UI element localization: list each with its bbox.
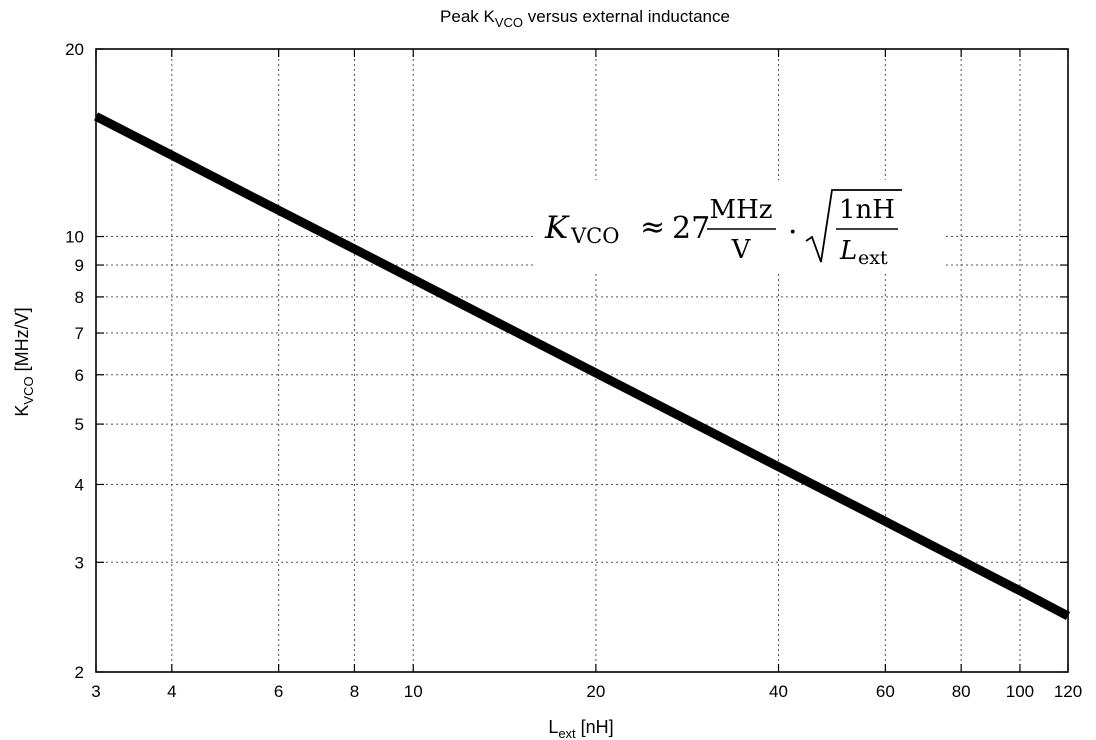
x-tick-label: 10: [404, 682, 423, 701]
x-tick-label: 40: [769, 682, 788, 701]
x-tick-label: 60: [876, 682, 895, 701]
y-tick-label: 4: [75, 475, 84, 494]
formula-sqrt-sign: [805, 189, 902, 263]
x-tick-label: 20: [586, 682, 605, 701]
x-axis-label-suffix: [nH]: [576, 717, 614, 737]
x-tick-label: 100: [1006, 682, 1034, 701]
y-axis-label-main: K: [12, 405, 32, 417]
y-tick-label: 6: [75, 366, 84, 385]
y-tick-label: 10: [65, 228, 84, 247]
formula-coef: 27: [672, 211, 710, 246]
plot-frame: [95, 48, 1069, 673]
formula-background: [535, 180, 943, 272]
formula-frac2-den-sub: ext: [858, 247, 888, 269]
chart-title-suffix: versus external inductance: [523, 7, 730, 26]
formula-frac1-num: MHz: [710, 195, 773, 225]
formula-annotation: K VCO ≈ 27 MHz V · 1nH L ext: [535, 180, 943, 272]
formula-dot: ·: [788, 215, 798, 250]
x-tick-label: 6: [274, 682, 283, 701]
x-tick-label: 80: [952, 682, 971, 701]
formula-approx: ≈: [640, 210, 665, 245]
chart-title: Peak KVCO versus external inductance: [440, 7, 730, 30]
x-axis-label-sub: ext: [558, 726, 576, 740]
x-tick-label: 8: [350, 682, 359, 701]
formula-frac2-num: 1nH: [839, 195, 895, 225]
y-axis-label-sub: VCO: [21, 376, 36, 404]
formula-frac1-den: V: [731, 235, 752, 265]
y-tick-label: 2: [75, 663, 84, 682]
y-tick-label: 7: [75, 324, 84, 343]
y-tick-label: 8: [75, 288, 84, 307]
x-axis-label-main: L: [548, 717, 558, 737]
axis-ticks: [95, 48, 1069, 673]
x-tick-label: 120: [1054, 682, 1082, 701]
x-tick-label: 4: [167, 682, 176, 701]
formula-k: K: [544, 210, 570, 246]
y-axis-label-suffix: [MHz/V]: [12, 307, 32, 376]
formula-frac2-den: L: [839, 236, 857, 266]
grid-lines: [96, 49, 1068, 672]
y-tick-label: 9: [75, 256, 84, 275]
chart-title-sub: VCO: [495, 15, 523, 30]
x-axis-label: Lext [nH]: [548, 717, 613, 740]
y-tick-label: 5: [75, 415, 84, 434]
x-tick-label: 3: [91, 682, 100, 701]
chart-title-prefix: Peak K: [440, 7, 495, 26]
formula-k-sub: VCO: [570, 224, 619, 248]
series-line-kvco: [93, 112, 1071, 620]
y-axis-label: KVCO [MHz/V]: [12, 307, 36, 416]
y-tick-label: 20: [65, 40, 84, 59]
y-tick-label: 3: [75, 553, 84, 572]
